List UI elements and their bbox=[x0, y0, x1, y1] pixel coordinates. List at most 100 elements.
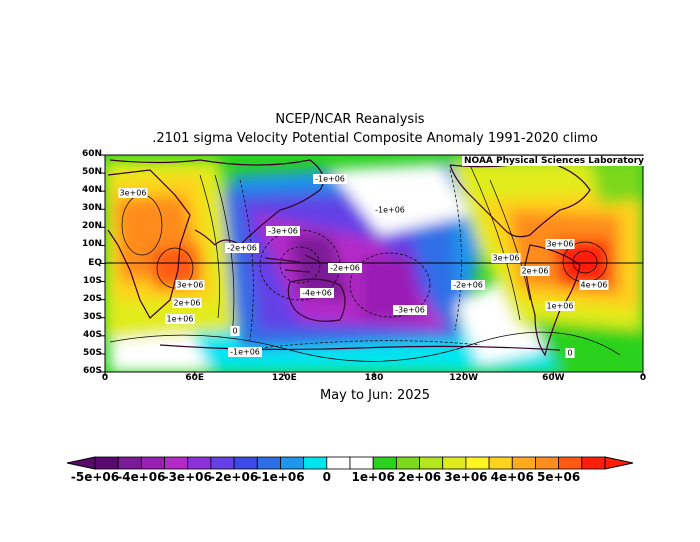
contour-label: -2e+06 bbox=[451, 280, 485, 290]
colorbar-max-arrow bbox=[604, 456, 634, 470]
colorbar-swatch bbox=[395, 456, 420, 470]
svg-text:-3e+06: -3e+06 bbox=[268, 227, 298, 236]
colorbar-swatch bbox=[303, 456, 328, 470]
colorbar-swatch bbox=[442, 456, 467, 470]
lat-label: EQ bbox=[88, 257, 102, 268]
contour-label: -4e+06 bbox=[300, 288, 334, 298]
colorbar-label: 0 bbox=[322, 470, 331, 484]
colorbar-swatch bbox=[94, 456, 119, 470]
contour-label: -2e+06 bbox=[328, 263, 362, 273]
lat-label: 20S bbox=[82, 293, 102, 304]
svg-text:-1e+06: -1e+06 bbox=[375, 206, 405, 215]
lat-label: 20N bbox=[81, 221, 102, 232]
lon-label: 60W bbox=[542, 373, 565, 383]
colorbar-swatch bbox=[187, 456, 212, 470]
lon-label: 0 bbox=[101, 373, 109, 383]
svg-text:4e+06: 4e+06 bbox=[581, 281, 608, 290]
svg-text:3e+06: 3e+06 bbox=[120, 189, 147, 198]
lat-label: 50S bbox=[82, 347, 102, 358]
colorbar-swatch bbox=[372, 456, 397, 470]
contour-label: 3e+06 bbox=[491, 253, 521, 263]
colorbar-label: -2e+06 bbox=[209, 470, 259, 484]
svg-text:-1e+06: -1e+06 bbox=[315, 175, 345, 184]
colorbar bbox=[66, 456, 634, 470]
lat-label: 50N bbox=[81, 167, 102, 178]
colorbar-swatch bbox=[511, 456, 536, 470]
period-label: May to Jun: 2025 bbox=[319, 388, 431, 403]
colorbar-label: 3e+06 bbox=[444, 470, 488, 484]
colorbar-label: -3e+06 bbox=[163, 470, 212, 484]
colorbar-min-arrow bbox=[66, 456, 96, 470]
lat-label: 40N bbox=[81, 185, 102, 196]
contour-label: -3e+06 bbox=[266, 226, 300, 236]
svg-text:-3e+06: -3e+06 bbox=[395, 306, 425, 315]
colorbar-swatch bbox=[117, 456, 142, 470]
colorbar-label: 2e+06 bbox=[397, 470, 442, 484]
contour-label: 2e+06 bbox=[520, 266, 550, 276]
colorbar-swatch bbox=[581, 456, 606, 470]
svg-text:-2e+06: -2e+06 bbox=[330, 264, 360, 273]
lat-label: 30S bbox=[82, 311, 102, 322]
colorbar-swatch bbox=[465, 456, 490, 470]
contour-label: 4e+06 bbox=[579, 280, 609, 290]
figure-subtitle: .2101 sigma Velocity Potential Composite… bbox=[152, 131, 598, 146]
svg-text:0: 0 bbox=[232, 327, 237, 336]
colorbar-label: -1e+06 bbox=[256, 470, 305, 484]
colorbar-swatch bbox=[535, 456, 560, 470]
colorbar-swatch bbox=[326, 456, 351, 470]
lat-label: 10N bbox=[81, 239, 102, 250]
colorbar-swatch bbox=[419, 456, 444, 470]
contour-label: 0 bbox=[230, 326, 240, 336]
lat-label: 30N bbox=[81, 203, 102, 214]
colorbar-swatch bbox=[280, 456, 305, 470]
lat-label: 60N bbox=[81, 149, 102, 159]
colorbar-swatch bbox=[164, 456, 189, 470]
contour-label: 3e+06 bbox=[175, 280, 205, 290]
contour-label: -3e+06 bbox=[393, 305, 427, 315]
colorbar-swatch bbox=[233, 456, 258, 470]
svg-text:-2e+06: -2e+06 bbox=[453, 281, 483, 290]
credit-label: NOAA Physical Sciences Laboratory bbox=[462, 156, 647, 166]
contour-label: 3e+06 bbox=[118, 188, 148, 198]
lon-label: 60E bbox=[185, 373, 204, 383]
svg-text:3e+06: 3e+06 bbox=[177, 281, 204, 290]
lat-label: 40S bbox=[82, 329, 102, 340]
velocity-potential-field: 3e+06 -2e+06 -3e+06 -1e+06 -1e+06 -2e+06 -4e+0… bbox=[105, 155, 643, 372]
svg-text:0: 0 bbox=[567, 349, 572, 358]
colorbar-swatch bbox=[488, 456, 513, 470]
lon-label: 0 bbox=[639, 373, 647, 383]
colorbar-swatch bbox=[256, 456, 281, 470]
contour-label: 0 bbox=[565, 348, 575, 358]
contour-label: 2e+06 bbox=[172, 298, 202, 308]
lon-label: 120W bbox=[449, 373, 479, 383]
colorbar-label: -4e+06 bbox=[117, 470, 166, 484]
colorbar-label: 4e+06 bbox=[490, 470, 534, 484]
contour-label: 1e+06 bbox=[545, 301, 575, 311]
svg-text:1e+06: 1e+06 bbox=[167, 315, 194, 324]
colorbar-swatch bbox=[349, 456, 374, 470]
colorbar-swatch bbox=[140, 456, 165, 470]
colorbar-swatch bbox=[558, 456, 583, 470]
contour-label: 1e+06 bbox=[165, 314, 195, 324]
colorbar-label: 5e+06 bbox=[537, 470, 581, 484]
contour-label: -1e+06 bbox=[313, 174, 347, 184]
lat-label: 10S bbox=[82, 275, 102, 286]
svg-text:2e+06: 2e+06 bbox=[174, 299, 201, 308]
lat-label: 60S bbox=[82, 366, 102, 376]
svg-text:-4e+06: -4e+06 bbox=[302, 289, 332, 298]
colorbar-label: -5e+06 bbox=[70, 470, 120, 484]
svg-text:-1e+06: -1e+06 bbox=[230, 348, 260, 357]
svg-text:1e+06: 1e+06 bbox=[547, 302, 574, 311]
lon-label: 180 bbox=[364, 373, 384, 383]
svg-text:-2e+06: -2e+06 bbox=[227, 244, 257, 253]
contour-label: -1e+06 bbox=[373, 205, 407, 215]
svg-text:2e+06: 2e+06 bbox=[522, 267, 549, 276]
contour-label: 3e+06 bbox=[545, 239, 575, 249]
colorbar-label: 1e+06 bbox=[351, 470, 395, 484]
colorbar-swatch bbox=[210, 456, 235, 470]
svg-text:3e+06: 3e+06 bbox=[493, 254, 520, 263]
contour-label: -2e+06 bbox=[225, 243, 259, 253]
contour-label: -1e+06 bbox=[228, 347, 262, 357]
